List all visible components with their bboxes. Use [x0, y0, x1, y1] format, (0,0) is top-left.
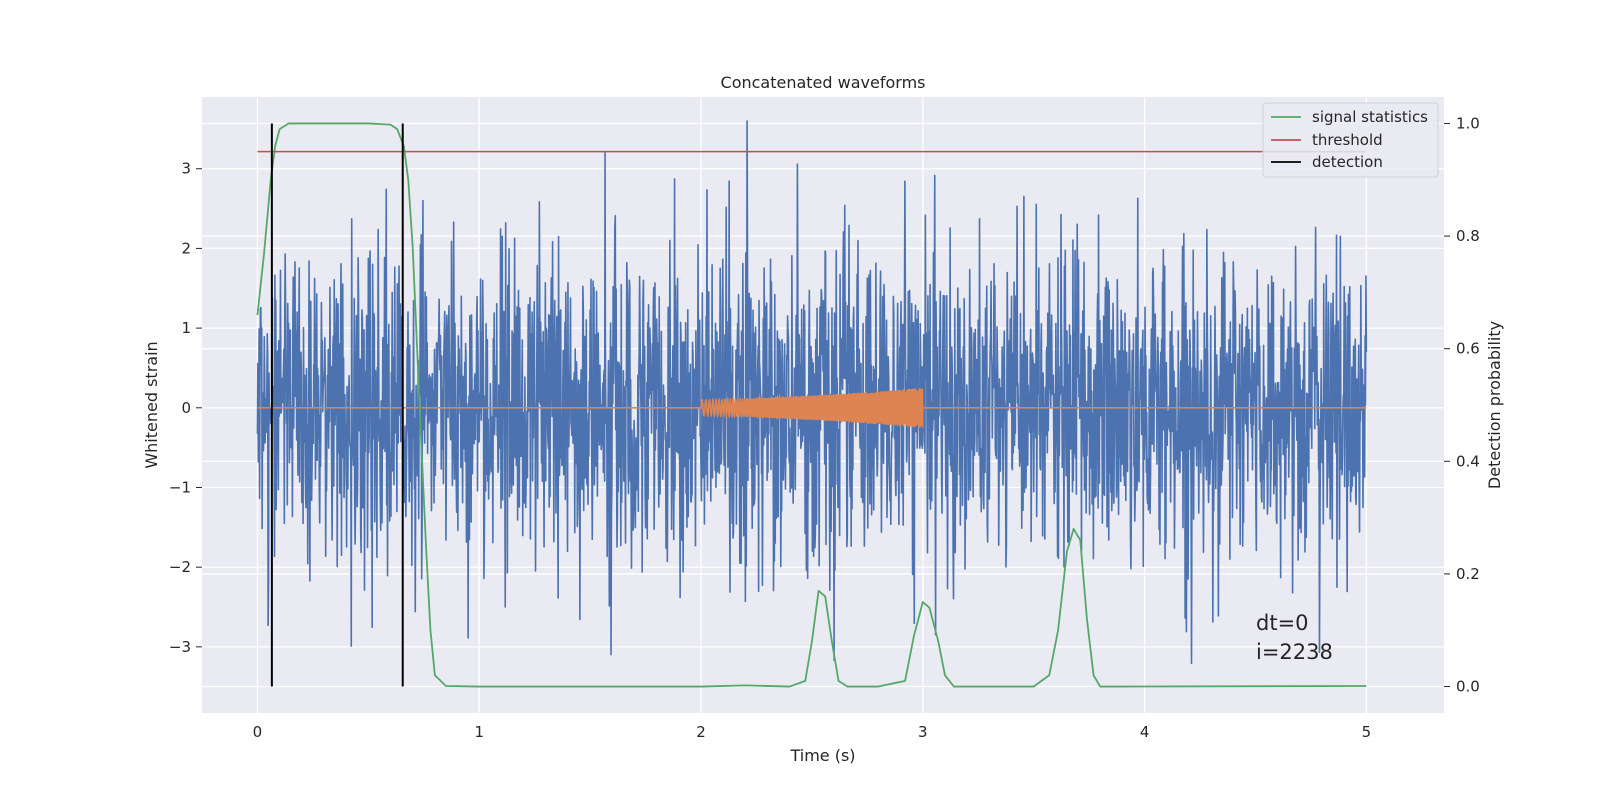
legend-entry-signal-statistics: signal statistics: [1312, 108, 1428, 126]
y2-tick-label: 1.0: [1456, 114, 1480, 132]
legend-entry-threshold: threshold: [1312, 131, 1383, 149]
chart-title: Concatenated waveforms: [721, 73, 926, 92]
y2-tick-label: 0.2: [1456, 565, 1480, 583]
y-tick-label: −2: [169, 558, 191, 576]
y-tick-label: 0: [181, 399, 191, 417]
annotation-dt: dt=0: [1256, 611, 1309, 635]
y-tick-label: 1: [181, 319, 191, 337]
x-tick-label: 3: [918, 723, 928, 741]
y2-axis-label: Detection probability: [1485, 321, 1504, 489]
y2-tick-label: 0.4: [1456, 452, 1480, 470]
y2-tick-label: 0.8: [1456, 227, 1480, 245]
annotations: dt=0 i=2238: [1256, 611, 1333, 664]
legend: signal statistics threshold detection: [1262, 102, 1439, 178]
y2-tick-label: 0.0: [1456, 678, 1480, 696]
y-axis-label: Whitened strain: [142, 341, 161, 468]
legend-entry-detection: detection: [1312, 153, 1383, 171]
y2-tick-label: 0.6: [1456, 340, 1480, 358]
signal-statistics-line: [256, 122, 1367, 688]
x-tick-label: 2: [696, 723, 706, 741]
x-axis-label: Time (s): [789, 746, 855, 765]
legend-box: [1262, 102, 1439, 178]
y-tick-label: −3: [169, 638, 191, 656]
noise-series-line: [256, 120, 1368, 665]
x-tick-labels: 0 1 2 3 4 5: [253, 723, 1371, 741]
plot-area: [256, 120, 1368, 688]
y-tick-labels: 3 2 1 0 −1 −2 −3: [169, 160, 202, 656]
x-tick-label: 5: [1362, 723, 1372, 741]
y-tick-label: 3: [181, 160, 191, 178]
annotation-index: i=2238: [1256, 640, 1333, 664]
y2-tick-labels: 1.0 0.8 0.6 0.4 0.2 0.0: [1444, 114, 1480, 696]
y-tick-label: −1: [169, 478, 191, 496]
y-tick-label: 2: [181, 239, 191, 257]
x-tick-label: 1: [474, 723, 484, 741]
x-tick-label: 0: [253, 723, 263, 741]
chirp-series-line: [257, 388, 1367, 428]
x-tick-label: 4: [1140, 723, 1150, 741]
